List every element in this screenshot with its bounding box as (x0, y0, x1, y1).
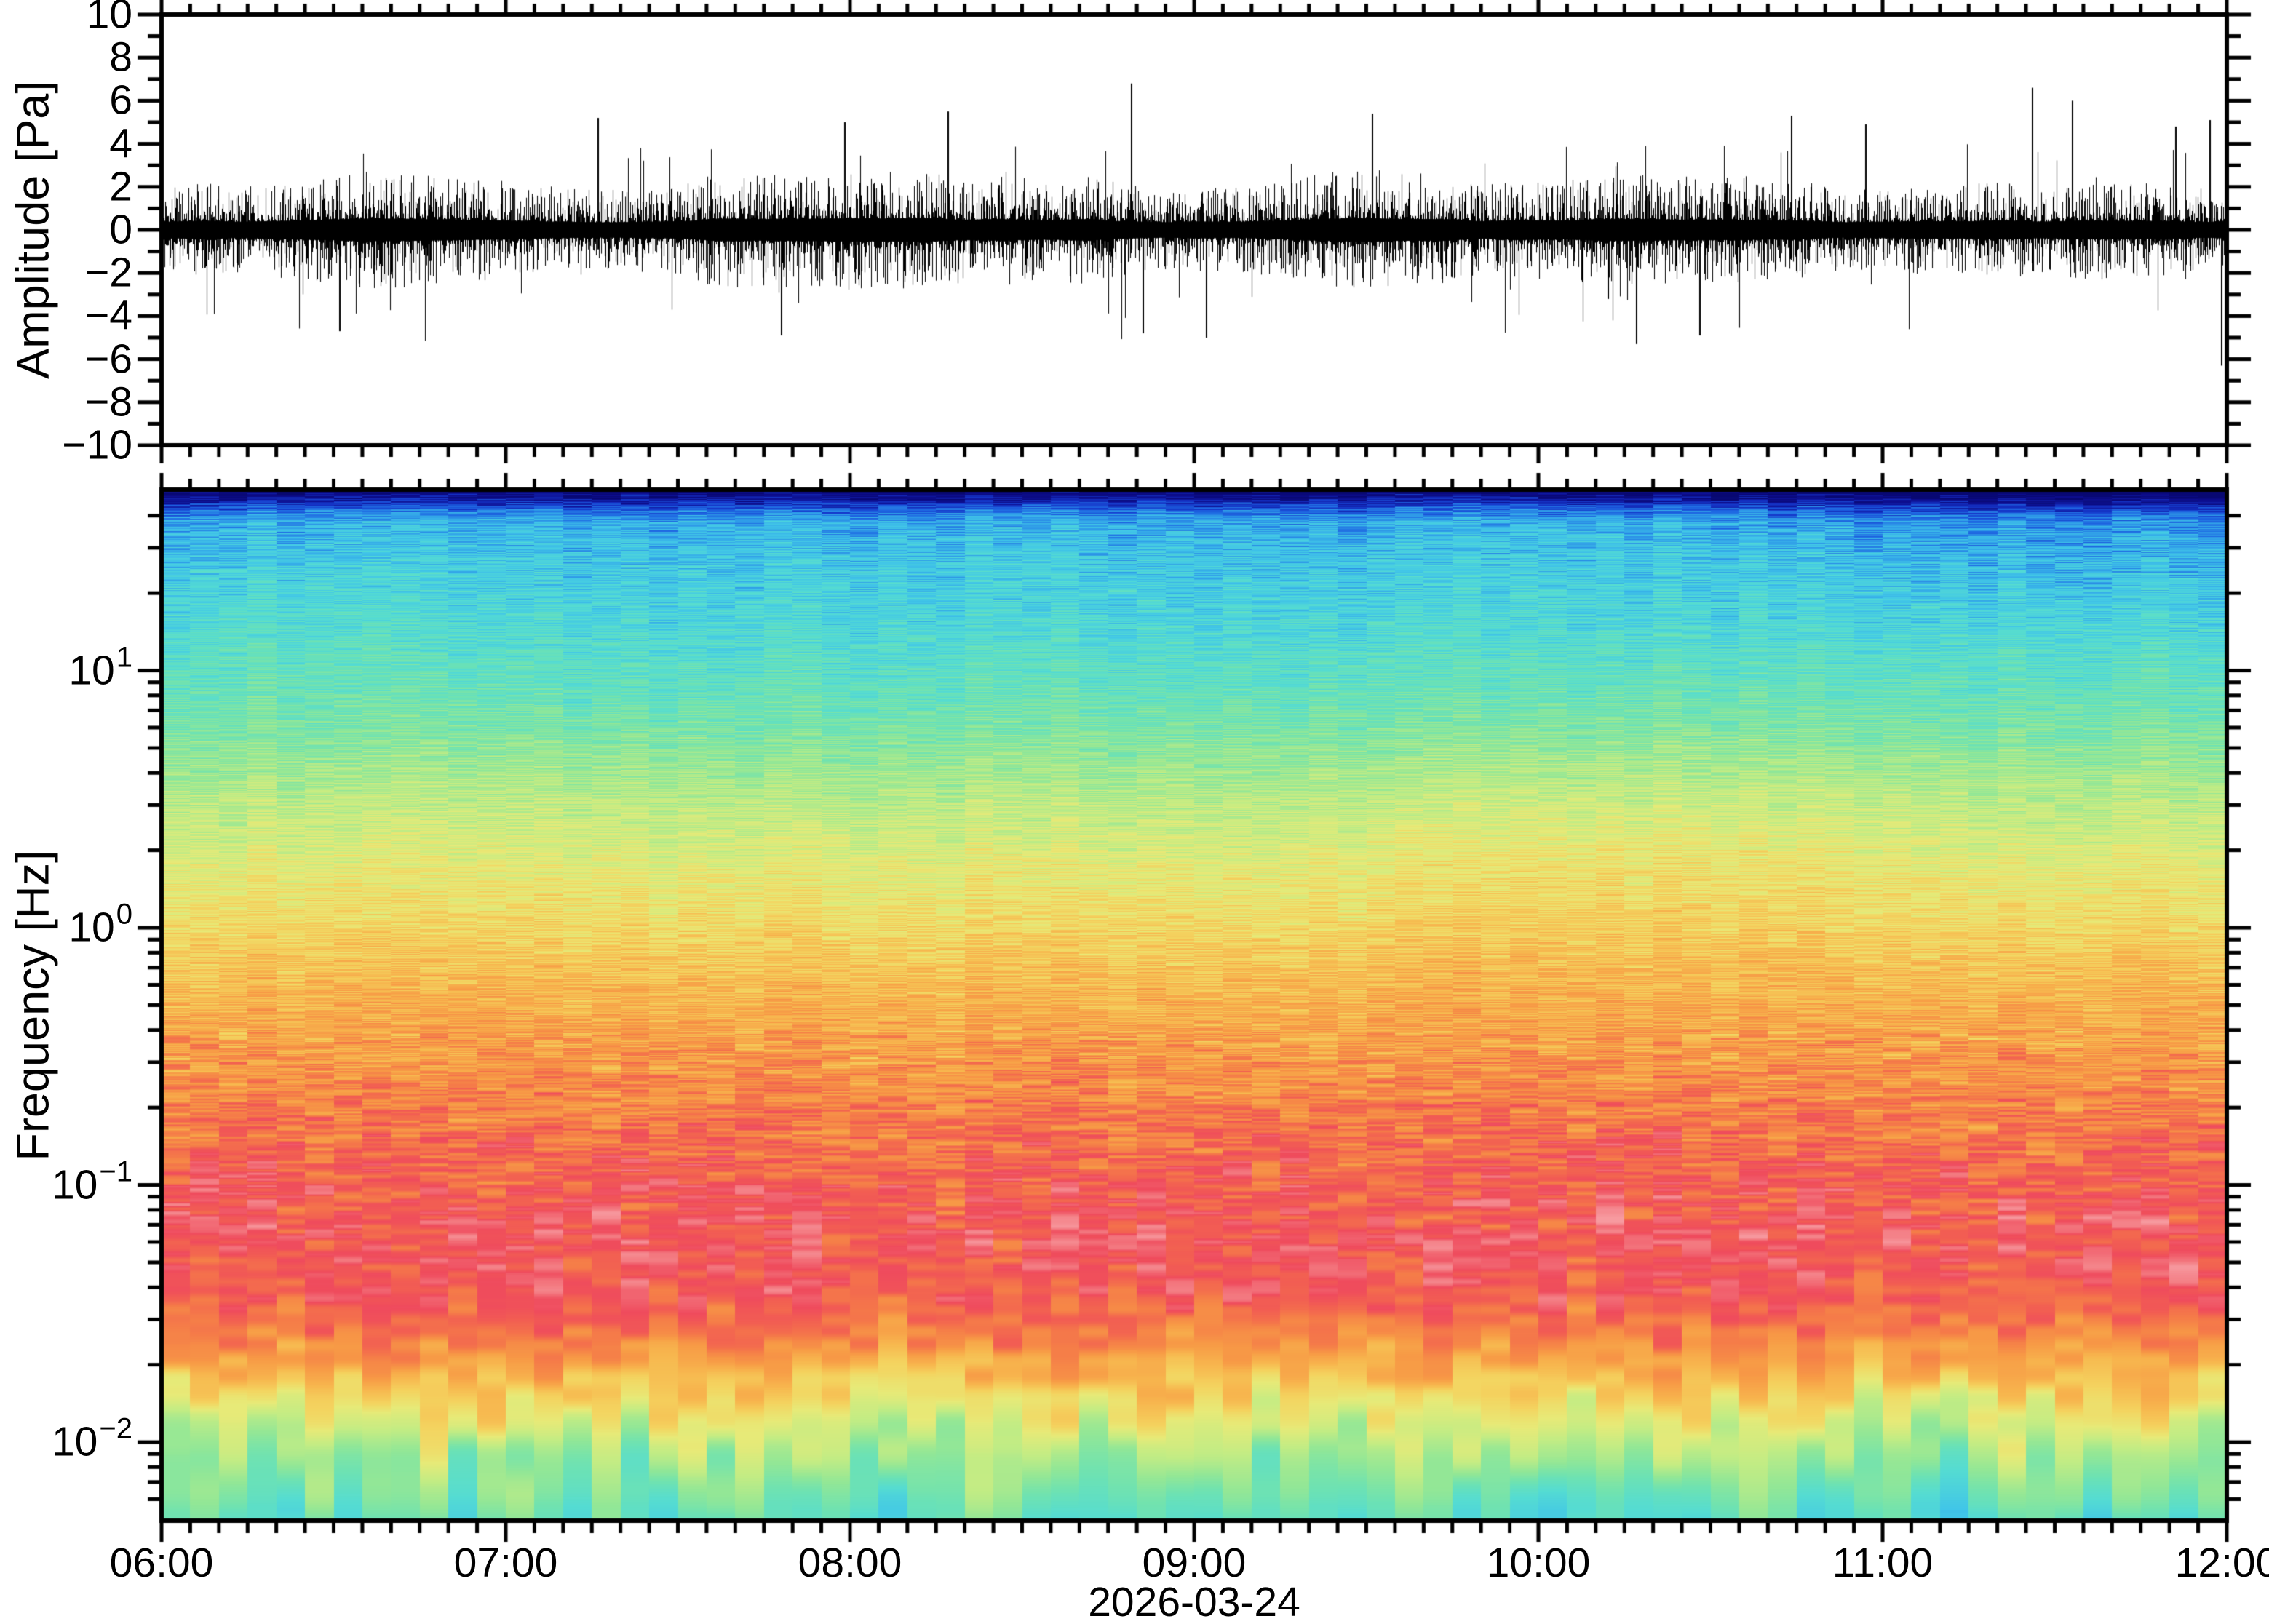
time-tick-label: 09:00 (1142, 1540, 1247, 1586)
time-tick-label: 11:00 (1832, 1540, 1934, 1586)
amp-tick-label: −10 (62, 421, 132, 469)
freq-tick-label: 100 (68, 900, 132, 951)
amp-tick-label: −6 (85, 335, 132, 383)
amp-tick-label: −2 (85, 249, 132, 296)
time-tick-label: 10:00 (1486, 1540, 1591, 1586)
freq-tick-exp: 0 (116, 898, 132, 931)
freq-tick-exp: −2 (99, 1412, 132, 1445)
freq-tick-base: 10 (51, 1161, 98, 1209)
amp-tick-label: 2 (109, 163, 132, 210)
freq-tick-exp: 1 (116, 641, 132, 674)
amp-tick-label: −4 (85, 292, 132, 339)
freq-tick-base: 10 (51, 1418, 98, 1465)
time-tick-label: 06:00 (109, 1540, 214, 1586)
amp-tick-label: 4 (109, 120, 132, 167)
freq-tick-base: 10 (68, 904, 115, 951)
freq-tick-label: 10−2 (51, 1414, 132, 1465)
frequency-axis-title: Frequency [Hz] (7, 850, 59, 1161)
time-tick-label: 08:00 (798, 1540, 902, 1586)
time-tick-label: 12:00 (2174, 1540, 2269, 1586)
amp-tick-label: 10 (86, 0, 132, 38)
amp-tick-label: 0 (109, 206, 132, 253)
amp-tick-label: 8 (109, 33, 132, 81)
date-label: 2026-03-24 (1088, 1579, 1300, 1624)
freq-tick-label: 101 (68, 642, 132, 694)
amp-tick-label: −8 (85, 378, 132, 426)
freq-tick-base: 10 (68, 647, 115, 694)
freq-tick-label: 10−1 (51, 1157, 132, 1209)
time-tick-label: 07:00 (453, 1540, 558, 1586)
amp-tick-label: 6 (109, 76, 132, 124)
freq-tick-exp: −1 (99, 1155, 132, 1188)
amplitude-axis-title: Amplitude [Pa] (7, 81, 59, 379)
